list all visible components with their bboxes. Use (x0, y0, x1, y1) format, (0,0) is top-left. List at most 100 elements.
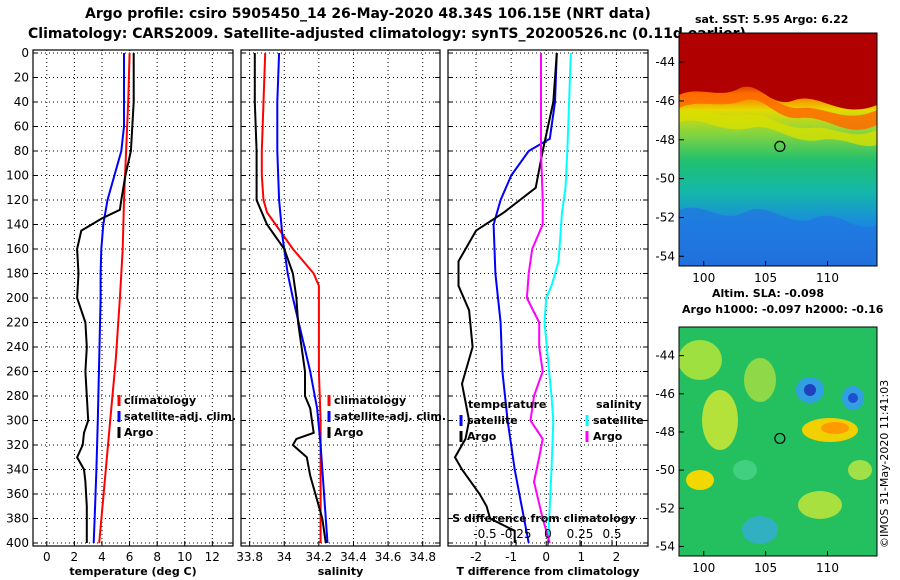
map-y-tick-label: -46 (655, 387, 675, 401)
map-y-tick-label: -48 (655, 133, 675, 147)
map-x-tick-label: 100 (692, 561, 715, 575)
map-x-tick-label: 105 (754, 271, 777, 285)
x-tick-label: -1 (505, 550, 517, 564)
y-tick-label: 0 (21, 46, 29, 60)
legend-label: Argo (593, 430, 623, 443)
y-tick-label: 180 (6, 267, 29, 281)
map-y-tick-label: -48 (655, 425, 675, 439)
series-line-climatology (98, 52, 131, 544)
chart-subtitle: Climatology: CARS2009. Satellite-adjuste… (28, 26, 746, 42)
y-tick-label: 260 (6, 365, 29, 379)
sla-map-title: Altim. SLA: -0.098 (712, 287, 824, 300)
sla-blob (821, 422, 849, 434)
legend-label: climatology (124, 394, 196, 407)
sst-map-title: sat. SST: 5.95 Argo: 6.22 (695, 13, 848, 26)
y-tick-label: 200 (6, 291, 29, 305)
x-axis-label: salinity (318, 565, 364, 578)
y-tick-label: 340 (6, 463, 29, 477)
legend-group-title: salinity (596, 398, 642, 411)
series-line-temperature-satellite (492, 52, 558, 544)
sla-blob (686, 470, 714, 490)
top-tick-label: 0.25 (567, 527, 594, 541)
series-line-climatology (260, 52, 322, 543)
argo-position-marker (774, 140, 786, 152)
chart-panel-difference: -2 -1 0 1 2T difference from climatology temp… (447, 49, 649, 578)
x-axis-label: temperature (deg C) (69, 565, 196, 578)
chart-panel-temperature: 0204060801001201401601802002202402602803… (6, 46, 236, 578)
y-tick-label: 80 (14, 144, 29, 158)
y-tick-label: 300 (6, 414, 29, 428)
sst-cold-region (679, 207, 877, 266)
timestamp-stamp: ©IMOS 31-May-2020 11:41:03 (878, 379, 891, 548)
sst-warm-region (679, 33, 877, 110)
sla-blob (848, 393, 858, 403)
x-tick-label: 34.2 (306, 550, 333, 564)
y-tick-label: 400 (6, 536, 29, 550)
plot-frame (32, 49, 234, 547)
plot-frame (240, 49, 441, 547)
map-y-tick-label: -44 (655, 349, 675, 363)
legend-group-title: temperature (468, 398, 546, 411)
series-line-salinity-satellite (543, 52, 572, 544)
legend-label: satellite-adj. clim. (124, 410, 236, 423)
y-tick-label: 320 (6, 438, 29, 452)
legend-label: satellite-adj. clim. (334, 410, 446, 423)
map-x-tick-label: 110 (816, 561, 839, 575)
y-tick-label: 140 (6, 218, 29, 232)
y-tick-label: 240 (6, 340, 29, 354)
map-y-tick-label: -52 (655, 210, 675, 224)
x-tick-label: 1 (578, 550, 586, 564)
x-tick-label: 2 (613, 550, 621, 564)
sla-blob (798, 491, 842, 519)
sla-blob (744, 358, 776, 402)
x-tick-label: 4 (98, 550, 106, 564)
legend-label: climatology (334, 394, 406, 407)
x-tick-label: 8 (153, 550, 161, 564)
y-tick-label: 40 (14, 95, 29, 109)
x-tick-label: 2 (71, 550, 79, 564)
sla-blob (804, 384, 816, 396)
sla-blob (848, 460, 872, 480)
y-tick-label: 280 (6, 389, 29, 403)
argo-position-marker (774, 432, 786, 445)
y-tick-label: 160 (6, 242, 29, 256)
series-line-satellite-adj-clim- (276, 52, 329, 544)
chart-title: Argo profile: csiro 5905450_14 26-May-20… (85, 6, 651, 22)
x-tick-label: 12 (205, 550, 220, 564)
sla-blob (679, 340, 722, 380)
y-tick-label: 120 (6, 193, 29, 207)
x-tick-label: 6 (126, 550, 134, 564)
x-tick-label: 34.8 (409, 550, 436, 564)
sst-front-orange (679, 91, 877, 130)
x-tick-label: 34.4 (340, 550, 367, 564)
series-line-satellite-adj-clim- (92, 53, 125, 544)
map-y-tick-label: -44 (655, 55, 675, 69)
y-tick-label: 360 (6, 487, 29, 501)
sla-blob (733, 460, 757, 480)
map-y-tick-label: -54 (655, 249, 675, 263)
map-y-tick-label: -50 (655, 172, 675, 186)
y-tick-label: 100 (6, 169, 29, 183)
sla-blob (742, 516, 778, 544)
x-tick-label: 34.6 (375, 550, 402, 564)
map-x-tick-label: 110 (816, 271, 839, 285)
y-tick-label: 220 (6, 316, 29, 330)
top-tick-label: -0.25 (500, 527, 531, 541)
sst-map: sat. SST: 5.95 Argo: 6.22 100 105 110 -44 -4… (655, 13, 878, 285)
top-tick-label: -0.5 (473, 527, 496, 541)
y-tick-label: 380 (6, 512, 29, 526)
series-line-argo (253, 53, 327, 544)
sst-map-frame (678, 32, 878, 267)
map-y-tick-label: -54 (655, 539, 675, 553)
sla-map-frame (678, 326, 878, 557)
top-tick-label: 0 (544, 527, 552, 541)
map-x-tick-label: 105 (754, 561, 777, 575)
top-axis-label: S difference from climatology (452, 512, 636, 525)
series-line-temperature-argo (453, 52, 558, 543)
chart-panel-salinity: 33.8 34 34.2 34.4 34.6 34.8 salinity climatolog… (236, 49, 446, 578)
legend-label: Argo (124, 426, 154, 439)
legend-label: Argo (334, 426, 364, 439)
sla-map-subtitle: Argo h1000: -0.097 h2000: -0.16 (682, 303, 884, 316)
series-line-salinity-argo (525, 53, 551, 544)
